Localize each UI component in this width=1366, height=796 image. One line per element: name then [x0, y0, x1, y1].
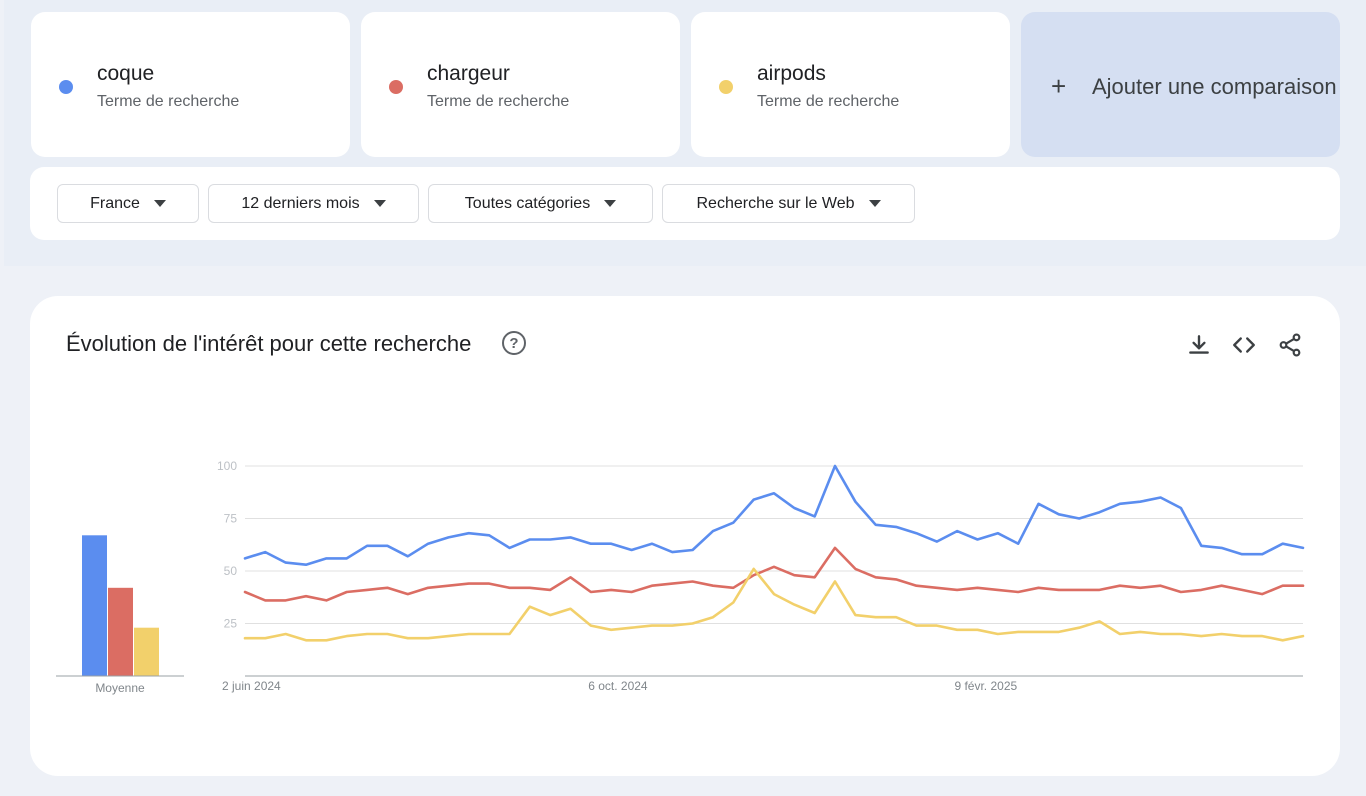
share-icon[interactable]	[1277, 332, 1303, 358]
y-tick-label: 50	[224, 564, 238, 578]
y-tick-label: 25	[224, 617, 238, 631]
interest-over-time-card: Évolution de l'intérêt pour cette recher…	[30, 296, 1340, 776]
term-type: Terme de recherche	[427, 93, 570, 110]
add-comparison-label: Ajouter une comparaison	[1092, 74, 1337, 99]
chart-title: Évolution de l'intérêt pour cette recher…	[66, 331, 472, 356]
term-card-chargeur[interactable]: chargeur Terme de recherche	[361, 12, 680, 157]
embed-code-icon[interactable]	[1231, 332, 1257, 358]
dropdown-arrow-icon	[868, 200, 881, 207]
term-name[interactable]: airpods	[757, 62, 826, 85]
add-comparison-button[interactable]: + Ajouter une comparaison	[1021, 12, 1340, 157]
x-tick-label: 2 juin 2024	[222, 679, 281, 693]
series-line-coque	[243, 464, 1305, 566]
average-label: Moyenne	[95, 681, 145, 695]
series-color-dot	[389, 80, 403, 94]
dropdown-arrow-icon	[604, 200, 617, 207]
region-dropdown[interactable]: France	[57, 184, 199, 223]
y-tick-label: 75	[224, 512, 238, 526]
x-tick-label: 6 oct. 2024	[588, 679, 648, 693]
period-dropdown[interactable]: 12 derniers mois	[208, 184, 419, 223]
average-bar-airpods	[134, 627, 159, 676]
term-type: Terme de recherche	[757, 93, 900, 110]
plus-icon: +	[1051, 71, 1067, 101]
search-type-dropdown[interactable]: Recherche sur le Web	[662, 184, 915, 223]
term-card-airpods[interactable]: airpods Terme de recherche	[691, 12, 1010, 157]
period-value: 12 derniers mois	[241, 194, 360, 212]
search-type-value: Recherche sur le Web	[696, 194, 855, 212]
term-card-coque[interactable]: coque Terme de recherche	[31, 12, 350, 157]
help-circle-icon[interactable]: ?	[502, 331, 526, 355]
series-color-dot	[59, 80, 73, 94]
region-value: France	[90, 194, 140, 212]
dropdown-arrow-icon	[373, 200, 386, 207]
y-tick-label: 100	[217, 459, 237, 473]
term-name[interactable]: coque	[97, 62, 155, 85]
download-icon[interactable]	[1186, 332, 1212, 358]
term-name[interactable]: chargeur	[427, 62, 510, 85]
average-bar-coque	[82, 535, 107, 676]
average-bar-chargeur	[108, 587, 133, 676]
series-line-chargeur	[243, 546, 1305, 602]
x-tick-label: 9 févr. 2025	[954, 679, 1017, 693]
interest-chart: Moyenne 100 75 50 25 2 juin 2024 6 oct. 2024 9 …	[56, 459, 1305, 695]
series-line-airpods	[243, 567, 1305, 642]
series-color-dot	[719, 80, 733, 94]
term-type: Terme de recherche	[97, 93, 240, 110]
category-dropdown[interactable]: Toutes catégories	[428, 184, 653, 223]
dropdown-arrow-icon	[153, 200, 166, 207]
category-value: Toutes catégories	[464, 194, 591, 212]
filter-bar: France 12 derniers mois Toutes catégorie…	[30, 167, 1340, 240]
